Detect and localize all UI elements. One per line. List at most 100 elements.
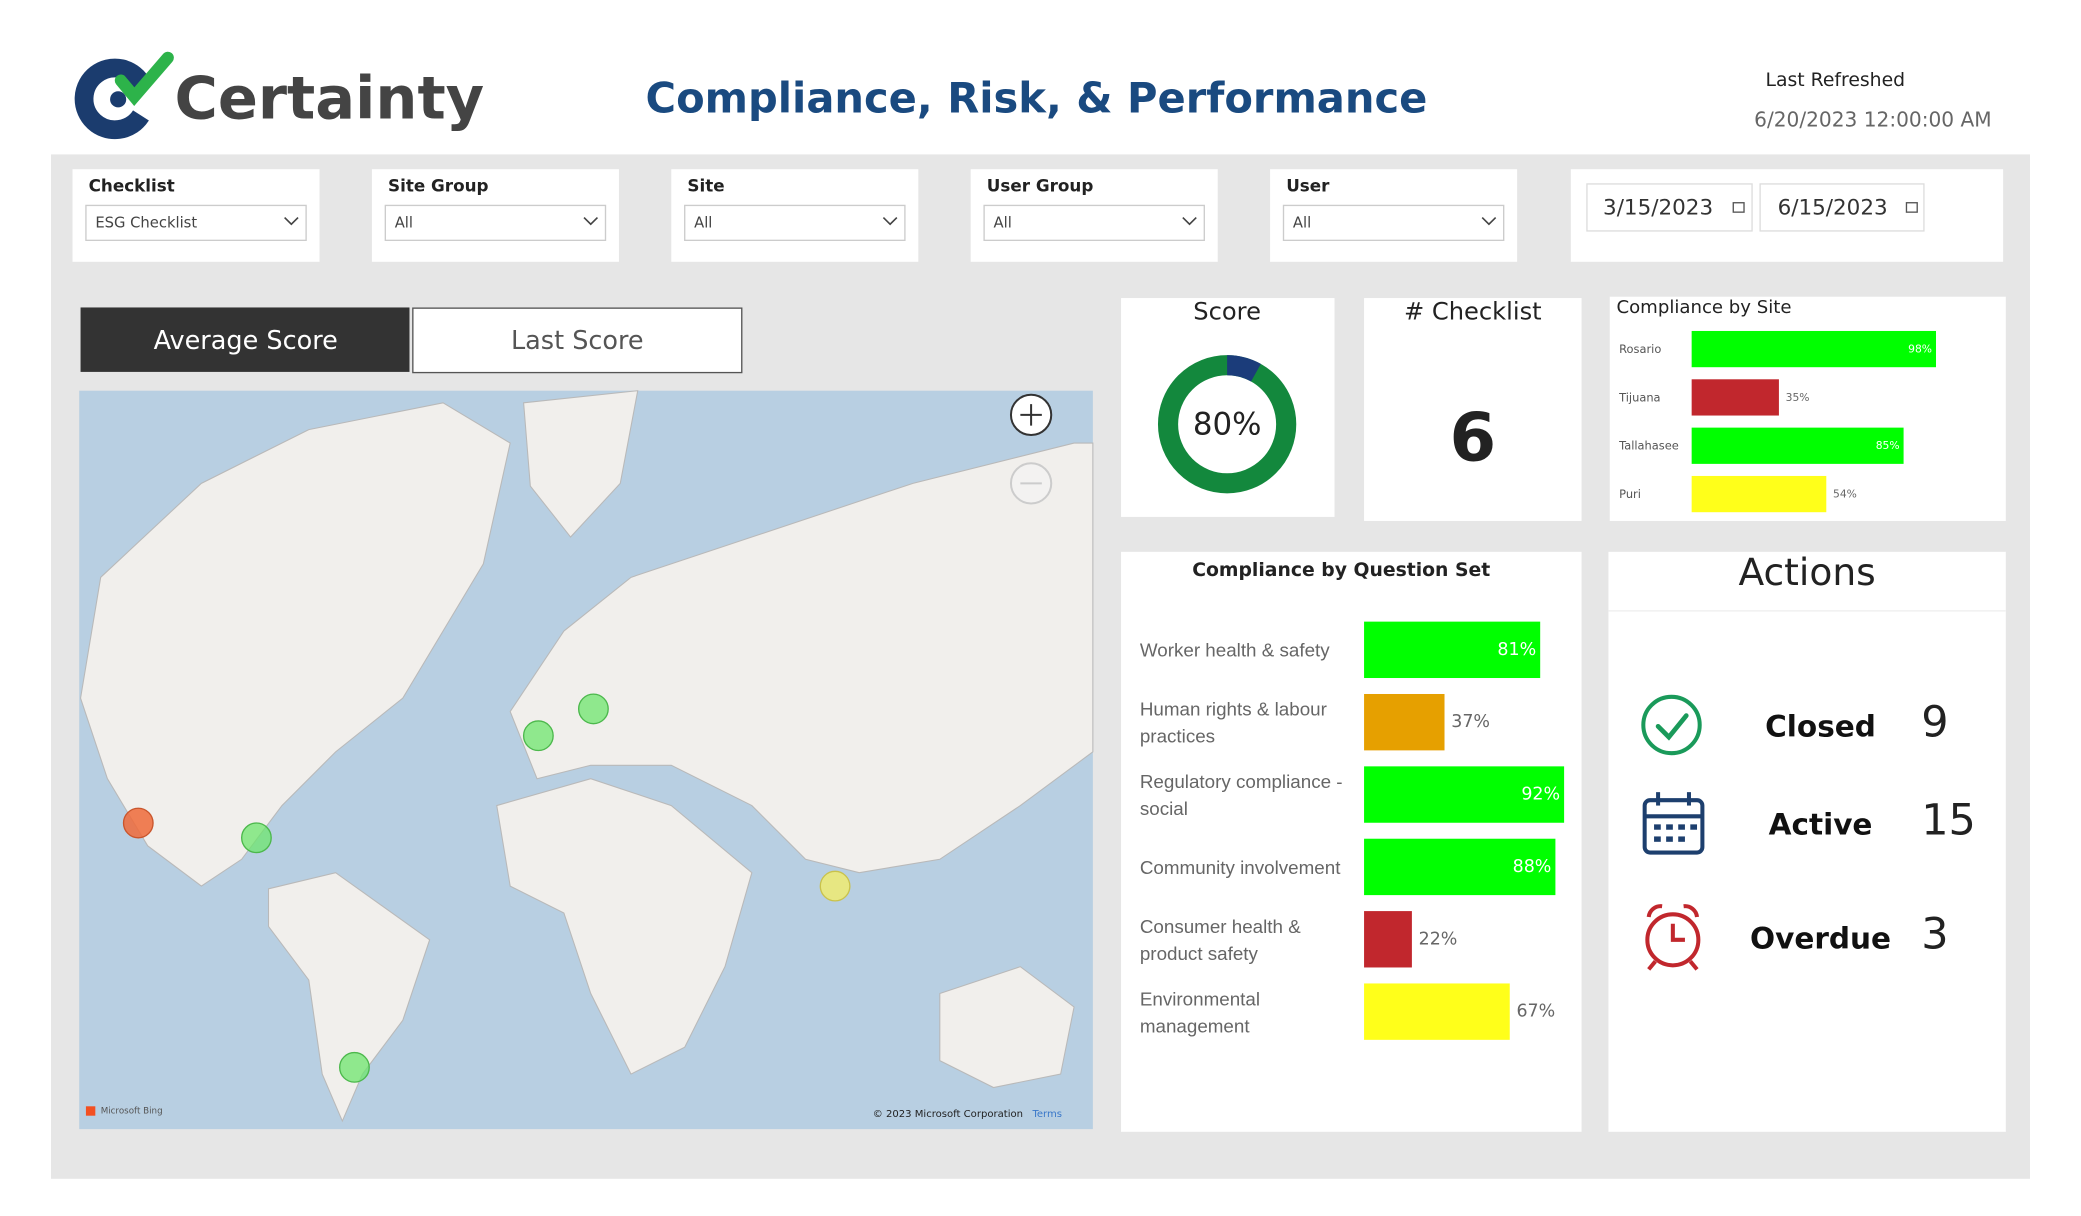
site-marker[interactable] — [240, 822, 272, 854]
bar — [1691, 330, 1937, 368]
refresh-label: Last Refreshed — [1766, 70, 1906, 91]
score-value: 80% — [1193, 406, 1262, 442]
active-icon — [1642, 792, 1705, 855]
map: Microsoft Bing © 2023 Microsoft Corporat… — [79, 390, 1094, 1130]
value-label: 67% — [1516, 1002, 1555, 1022]
tab-active[interactable] — [80, 307, 410, 372]
land — [496, 778, 753, 1075]
action-label: Closed — [1765, 709, 1876, 743]
action-count: 9 — [1921, 697, 1948, 747]
category-label-box: Human rights & labour practices — [1139, 698, 1327, 747]
dropdown-chevron — [583, 216, 599, 226]
land — [523, 390, 639, 538]
score-title: Score — [1193, 297, 1261, 325]
site-marker[interactable] — [577, 693, 609, 725]
site-marker[interactable] — [819, 870, 851, 902]
filter-dropdown[interactable] — [384, 204, 607, 242]
refresh-value: 6/20/2023 12:00:00 AM — [1754, 108, 1992, 132]
action-label: Overdue — [1750, 921, 1891, 955]
tab-label: Average Score — [154, 326, 338, 356]
bar — [1364, 621, 1541, 679]
value-label: 88% — [1513, 857, 1552, 877]
category-label: Environmental management — [1139, 987, 1261, 1036]
date-input[interactable] — [1586, 183, 1753, 232]
filter-dropdown[interactable] — [1282, 204, 1505, 242]
value-label: 81% — [1497, 640, 1536, 660]
value-label: 92% — [1521, 785, 1560, 805]
category-label-box: Consumer health & product safety — [1139, 915, 1301, 964]
category-label: Worker health & safety — [1139, 639, 1330, 661]
filter-value: All — [1293, 214, 1311, 231]
dropdown-chevron — [1481, 216, 1497, 226]
actions-card — [1608, 551, 2006, 1132]
value-label: 37% — [1451, 712, 1490, 732]
bar — [1364, 766, 1565, 823]
filter-dropdown[interactable] — [983, 204, 1205, 242]
value-label: 35% — [1786, 391, 1810, 404]
tab-label: Last Score — [511, 326, 644, 356]
value-label: 54% — [1833, 488, 1857, 501]
action-count: 3 — [1921, 909, 1948, 959]
category-label: Community involvement — [1139, 856, 1341, 878]
site-marker[interactable] — [339, 1051, 370, 1083]
logo-ring — [74, 58, 151, 140]
map-attribution: Microsoft Bing — [101, 1107, 163, 1117]
dropdown-chevron — [882, 216, 898, 226]
category-label: Regulatory compliance - social — [1139, 770, 1343, 819]
filter-label: Site — [687, 175, 724, 195]
bar — [1691, 379, 1779, 416]
category-label: Human rights & labour practices — [1139, 698, 1327, 747]
map-copyright: © 2023 Microsoft Corporation — [873, 1109, 1023, 1120]
action-label: Active — [1769, 807, 1873, 841]
category-label-box: Regulatory compliance - social — [1139, 770, 1343, 819]
bing-logo — [85, 1106, 96, 1116]
category-label: Tijuana — [1618, 390, 1660, 404]
site-marker[interactable] — [522, 720, 554, 752]
value-label: 85% — [1876, 439, 1900, 452]
logo: Certainty — [74, 51, 485, 140]
zoom-in-icon — [1020, 404, 1042, 426]
dropdown-chevron — [1182, 216, 1197, 226]
filter-label: User — [1286, 175, 1330, 195]
category-label-box: Worker health & safety — [1139, 639, 1330, 661]
category-label-box: Environmental management — [1139, 987, 1261, 1036]
category-label-box: Community involvement — [1139, 856, 1341, 878]
overdue-icon — [1645, 904, 1701, 971]
chart-title: Compliance by Site — [1616, 297, 1791, 318]
action-count: 15 — [1921, 795, 1976, 845]
category-label: Rosario — [1619, 342, 1661, 356]
bar — [1364, 838, 1556, 896]
logo-check — [114, 51, 174, 107]
filter-dropdown[interactable] — [684, 204, 906, 242]
logo-dot — [110, 91, 127, 108]
filter-label: Site Group — [388, 175, 489, 195]
land — [80, 402, 511, 887]
date-end: 6/15/2023 — [1778, 196, 1888, 221]
category-label: Tallahasee — [1618, 439, 1679, 453]
filter-value: ESG Checklist — [95, 214, 197, 231]
bar — [1364, 693, 1445, 751]
checklist-card — [1364, 298, 1582, 521]
score-ring — [1157, 355, 1297, 494]
filter-dropdown[interactable] — [85, 204, 307, 242]
date-start: 3/15/2023 — [1603, 196, 1713, 221]
date-input[interactable] — [1759, 183, 1925, 232]
site-marker[interactable] — [122, 807, 154, 839]
filter-value: All — [395, 214, 413, 231]
land — [939, 966, 1075, 1089]
map-terms[interactable]: Terms — [1031, 1109, 1062, 1120]
bar — [1364, 911, 1412, 968]
checklist-title: # Checklist — [1404, 297, 1542, 325]
logo-text: Certainty — [175, 64, 485, 133]
land — [509, 442, 1094, 874]
category-label: Puri — [1619, 487, 1641, 501]
calendar-icon — [1732, 202, 1745, 213]
dashboard-title: Compliance, Risk, & Performance — [646, 74, 1428, 123]
chart-title: Compliance by Question Set — [1192, 560, 1490, 581]
tab[interactable] — [412, 307, 743, 374]
bar — [1364, 983, 1510, 1040]
value-label: 98% — [1908, 343, 1932, 356]
value-label: 22% — [1419, 929, 1458, 949]
category-label: Consumer health & product safety — [1139, 915, 1301, 964]
